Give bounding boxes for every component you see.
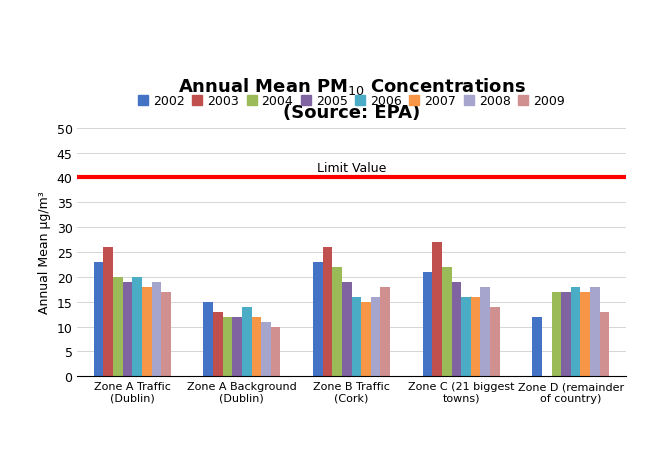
Bar [590, 287, 600, 376]
Bar [461, 297, 471, 376]
Bar [161, 292, 171, 376]
Bar [322, 247, 332, 376]
Bar [242, 307, 252, 376]
Bar [451, 282, 461, 376]
Bar [422, 272, 432, 376]
Bar [342, 282, 352, 376]
Bar [580, 292, 590, 376]
Bar [481, 287, 490, 376]
Bar [352, 297, 361, 376]
Bar [361, 302, 371, 376]
Bar [103, 247, 113, 376]
Bar [551, 292, 561, 376]
Bar [571, 287, 580, 376]
Bar [223, 317, 232, 376]
Bar [313, 263, 322, 376]
Bar [132, 277, 142, 376]
Bar [432, 242, 442, 376]
Text: Limit Value: Limit Value [317, 161, 386, 174]
Bar [152, 282, 161, 376]
Y-axis label: Annual Mean μg/m³: Annual Mean μg/m³ [38, 191, 51, 313]
Title: Annual Mean PM$_{10}$ Concentrations
(Source: EPA): Annual Mean PM$_{10}$ Concentrations (So… [177, 76, 526, 122]
Bar [203, 302, 213, 376]
Bar [471, 297, 481, 376]
Bar [113, 277, 123, 376]
Bar [371, 297, 381, 376]
Bar [381, 287, 390, 376]
Bar [271, 327, 281, 376]
Bar [561, 292, 571, 376]
Bar [600, 312, 610, 376]
Bar [232, 317, 242, 376]
Bar [252, 317, 261, 376]
Bar [332, 267, 342, 376]
Bar [490, 307, 500, 376]
Bar [142, 287, 152, 376]
Bar [213, 312, 223, 376]
Bar [442, 267, 452, 376]
Bar [123, 282, 132, 376]
Bar [94, 263, 103, 376]
Bar [532, 317, 542, 376]
Legend: 2002, 2003, 2004, 2005, 2006, 2007, 2008, 2009: 2002, 2003, 2004, 2005, 2006, 2007, 2008… [133, 90, 570, 113]
Bar [261, 322, 271, 376]
